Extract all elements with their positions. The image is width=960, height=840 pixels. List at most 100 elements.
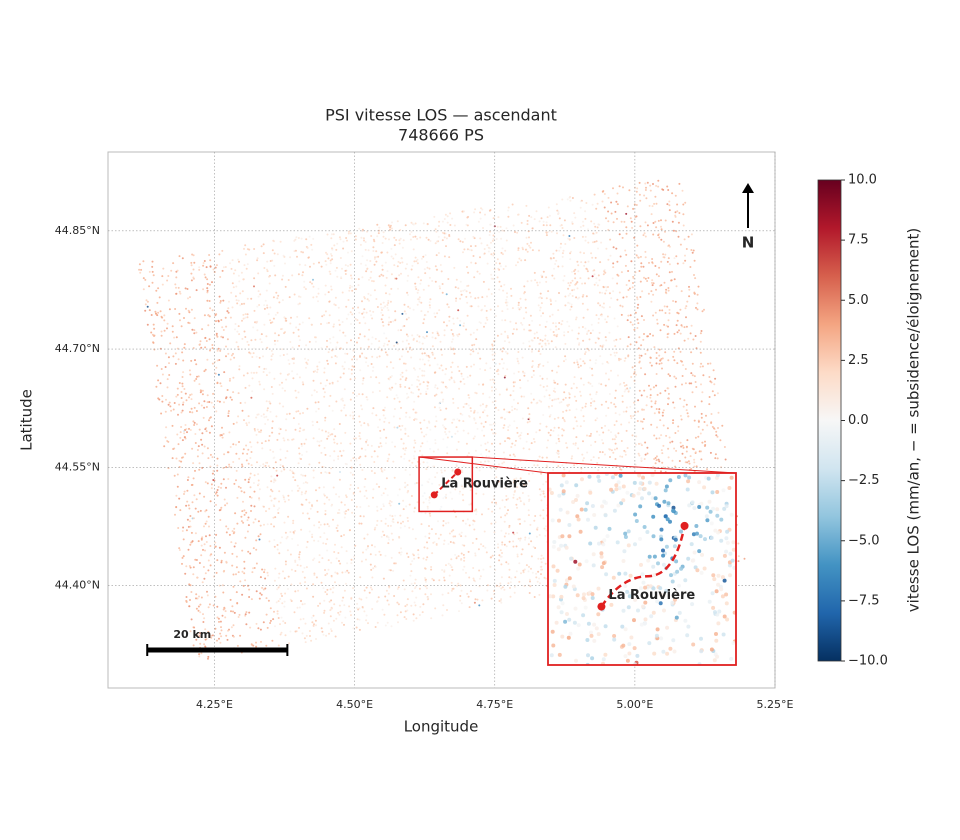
ps-point: [538, 342, 541, 345]
ps-point: [536, 337, 539, 339]
ps-point: [607, 258, 610, 261]
ps-point: [398, 358, 401, 361]
ps-point: [460, 375, 463, 378]
ps-point: [393, 595, 396, 597]
ps-point: [627, 289, 630, 291]
ps-point: [288, 362, 291, 365]
ps-point: [528, 236, 530, 239]
ps-point: [466, 314, 469, 317]
ps-point: [389, 321, 392, 323]
ps-point: [568, 284, 571, 287]
ps-point: [623, 220, 626, 223]
ps-point: [314, 340, 317, 343]
ps-point: [205, 340, 208, 342]
ps-point: [545, 297, 548, 300]
ps-point: [343, 623, 345, 626]
ps-point: [476, 411, 479, 414]
ps-point: [595, 281, 598, 284]
ps-point: [269, 449, 272, 451]
ps-point: [258, 380, 261, 383]
ps-point: [279, 633, 282, 636]
ps-point: [539, 309, 541, 312]
ps-point: [516, 506, 518, 509]
ps-point: [276, 588, 279, 591]
ps-point: [573, 212, 576, 215]
ps-point: [210, 634, 213, 637]
ps-point: [282, 620, 285, 623]
ps-point: [282, 570, 284, 573]
ps-point: [459, 280, 462, 283]
ps-point: [208, 419, 210, 422]
ps-point: [266, 409, 269, 412]
ps-point: [629, 415, 632, 417]
ps-point: [568, 409, 571, 412]
ps-point: [232, 422, 235, 425]
ps-point: [528, 565, 530, 568]
ps-point: [628, 421, 631, 424]
ps-point: [650, 423, 653, 426]
ps-point: [393, 397, 396, 400]
ps-point: [342, 399, 344, 402]
ps-point: [405, 346, 408, 349]
ps-point: [520, 481, 523, 484]
ps-point: [649, 388, 652, 391]
ps-point: [693, 274, 695, 276]
ps-point: [304, 641, 307, 644]
ps-point: [265, 613, 268, 616]
ps-point: [285, 378, 288, 381]
ps-point: [490, 423, 493, 426]
ps-point: [221, 426, 223, 429]
ps-point: [352, 349, 355, 352]
ps-point: [171, 325, 174, 328]
ps-point: [506, 336, 509, 339]
ps-point: [198, 402, 201, 405]
ps-point: [264, 464, 267, 467]
ps-point: [571, 279, 574, 282]
ps-point: [503, 588, 506, 591]
ps-point: [519, 537, 522, 540]
ps-point: [296, 564, 299, 567]
ps-point: [367, 505, 370, 508]
ps-point: [312, 583, 315, 586]
ps-point: [716, 435, 719, 438]
ps-point: [203, 617, 206, 620]
ps-point: [593, 283, 596, 286]
ps-point: [679, 414, 682, 417]
ps-point: [209, 564, 212, 567]
ps-point: [217, 347, 220, 350]
ps-point: [244, 536, 247, 539]
ps-point: [466, 216, 469, 219]
ps-point: [352, 587, 354, 590]
ps-point: [324, 471, 327, 474]
ps-point: [654, 402, 657, 405]
ps-point: [657, 458, 660, 461]
ps-point: [319, 382, 322, 385]
ps-point: [374, 526, 377, 529]
ps-point: [386, 251, 389, 254]
ps-point: [445, 324, 448, 327]
ps-point: [349, 484, 352, 486]
ps-point: [243, 330, 246, 333]
ps-point: [313, 389, 316, 392]
ps-point: [215, 410, 218, 413]
ps-point: [428, 267, 431, 270]
ps-point: [215, 264, 218, 267]
ps-point: [608, 292, 611, 295]
ps-point: [605, 321, 608, 324]
ps-point: [264, 587, 267, 590]
ps-point: [684, 259, 687, 262]
ps-point: [204, 346, 207, 349]
ps-point: [240, 271, 243, 274]
ps-point: [384, 595, 387, 598]
ps-point: [553, 426, 556, 429]
ps-point: [522, 571, 525, 574]
ps-point: [564, 383, 567, 386]
ps-point: [208, 417, 211, 420]
ps-point: [375, 250, 378, 253]
ps-point: [193, 317, 196, 320]
ps-point: [298, 556, 301, 559]
ps-point: [407, 520, 409, 522]
ps-point: [433, 312, 436, 315]
ps-point: [349, 610, 352, 613]
ps-point: [649, 394, 652, 397]
